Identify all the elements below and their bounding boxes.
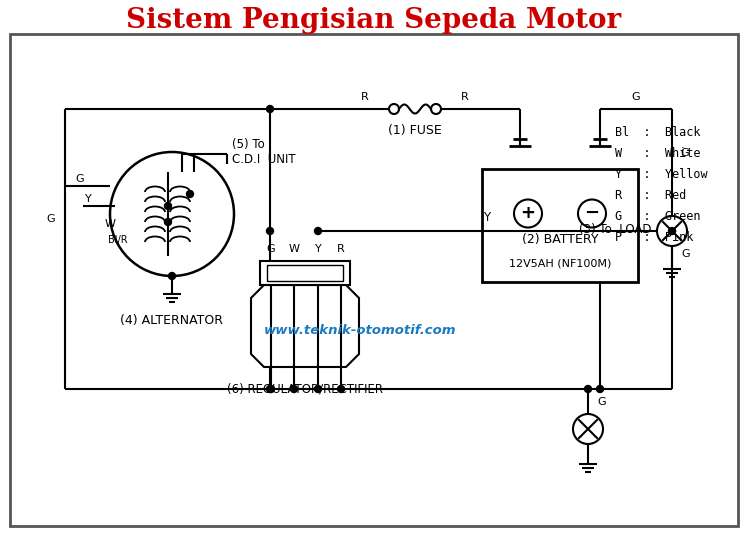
Text: Y   :  Yellow: Y : Yellow <box>615 168 708 181</box>
Circle shape <box>573 414 603 444</box>
Text: G   :  Green: G : Green <box>615 210 700 223</box>
Text: Y: Y <box>85 194 92 204</box>
Text: (4) ALTERNATOR: (4) ALTERNATOR <box>120 314 224 327</box>
Text: G: G <box>681 249 690 259</box>
Text: Y: Y <box>483 211 491 224</box>
Circle shape <box>165 219 171 226</box>
Text: P   :  Pink: P : Pink <box>615 231 693 244</box>
Circle shape <box>266 106 274 113</box>
Text: Bl  :  Black: Bl : Black <box>615 126 700 139</box>
Circle shape <box>168 273 176 280</box>
Circle shape <box>186 190 194 197</box>
Circle shape <box>657 216 687 246</box>
Circle shape <box>669 227 675 234</box>
Text: +: + <box>521 203 536 221</box>
Text: www.teknik-otomotif.com: www.teknik-otomotif.com <box>264 325 456 337</box>
Text: G: G <box>680 147 689 158</box>
Text: −: − <box>584 203 600 221</box>
Text: W: W <box>289 244 299 254</box>
Circle shape <box>290 386 298 393</box>
Text: R: R <box>361 92 369 102</box>
Text: W   :  White: W : White <box>615 147 700 160</box>
Circle shape <box>314 386 322 393</box>
Text: Sistem Pengisian Sepeda Motor: Sistem Pengisian Sepeda Motor <box>126 7 622 34</box>
Text: 12V5AH (NF100M): 12V5AH (NF100M) <box>509 259 611 269</box>
Bar <box>267 265 343 281</box>
Text: G: G <box>632 92 640 102</box>
Bar <box>482 169 638 282</box>
Circle shape <box>596 386 604 393</box>
Text: R   :  Red: R : Red <box>615 189 686 202</box>
Circle shape <box>110 152 234 276</box>
Text: (2) BATTERY: (2) BATTERY <box>522 233 598 246</box>
Circle shape <box>337 386 345 393</box>
Polygon shape <box>251 285 359 367</box>
Text: R: R <box>461 92 469 102</box>
Text: (1) FUSE: (1) FUSE <box>388 124 442 137</box>
Text: W: W <box>105 219 116 229</box>
Circle shape <box>165 202 171 209</box>
Text: Bl/R: Bl/R <box>108 235 128 245</box>
Text: (3) To  LOAD: (3) To LOAD <box>580 222 652 236</box>
Circle shape <box>266 227 274 234</box>
Bar <box>260 261 350 285</box>
Text: G: G <box>267 244 275 254</box>
Text: G: G <box>46 214 55 224</box>
Text: G: G <box>75 174 84 184</box>
Text: (6) REGULATOR/RECTIFIER: (6) REGULATOR/RECTIFIER <box>227 383 383 396</box>
Circle shape <box>314 227 322 234</box>
Circle shape <box>268 386 275 393</box>
Text: Y: Y <box>315 244 322 254</box>
Text: G: G <box>597 397 606 407</box>
Text: R: R <box>337 244 345 254</box>
Text: (5) To
C.D.I  UNIT: (5) To C.D.I UNIT <box>232 138 295 166</box>
Circle shape <box>266 386 274 393</box>
Circle shape <box>584 386 592 393</box>
